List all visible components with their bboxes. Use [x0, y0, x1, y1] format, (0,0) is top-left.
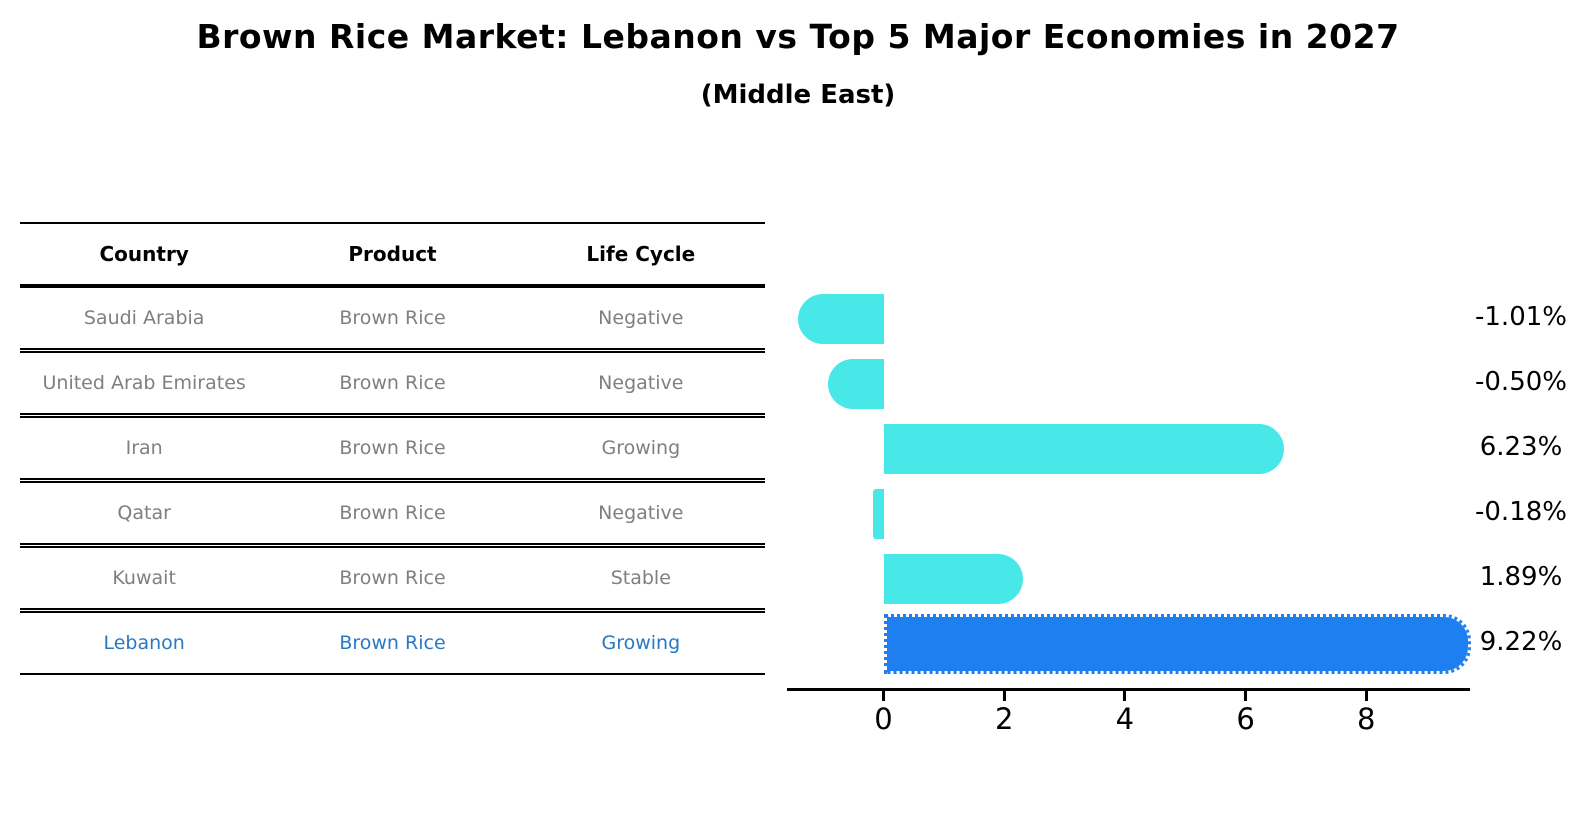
- table-row: Iran Brown Rice Growing: [20, 416, 765, 480]
- table-cell-country: Kuwait: [112, 567, 176, 589]
- table-header-product: Product: [348, 242, 437, 266]
- bar-qatar: [872, 489, 884, 539]
- value-label-kuwait: 1.89%: [1479, 562, 1563, 592]
- x-axis-tick: [1123, 691, 1127, 701]
- table-cell-country: Lebanon: [103, 632, 185, 654]
- table-cell-country: Saudi Arabia: [83, 307, 205, 329]
- bar-united-arab-emirates: [828, 359, 884, 409]
- table-row: Qatar Brown Rice Negative: [20, 481, 765, 545]
- table-cell-life-cycle: Growing: [601, 632, 681, 654]
- bar-saudi-arabia: [797, 294, 884, 344]
- x-axis-tick-label: 6: [1236, 702, 1255, 736]
- table-cell-product: Brown Rice: [339, 632, 446, 654]
- table-row: United Arab Emirates Brown Rice Negative: [20, 351, 765, 415]
- x-axis-tick: [1244, 691, 1248, 701]
- value-label-saudi-arabia: -1.01%: [1475, 302, 1567, 332]
- value-label-united-arab-emirates: -0.50%: [1475, 367, 1567, 397]
- table-row: Lebanon Brown Rice Growing: [20, 611, 765, 675]
- x-axis-tick-label: 8: [1356, 702, 1376, 736]
- country-table-rows: Saudi Arabia Brown Rice Negative United Ara…: [20, 286, 765, 675]
- table-cell-life-cycle: Growing: [601, 437, 681, 459]
- table-cell-product: Brown Rice: [339, 372, 446, 394]
- value-label-lebanon: 9.22%: [1479, 627, 1563, 657]
- country-table: Country Product Life Cycle Saudi Arabia B…: [20, 222, 765, 675]
- table-cell-country: United Arab Emirates: [42, 372, 246, 394]
- table-cell-life-cycle: Negative: [598, 372, 684, 394]
- x-axis-tick-label: 0: [874, 702, 893, 736]
- chart-title: Brown Rice Market: Lebanon vs Top 5 Majo…: [196, 17, 1400, 56]
- value-label-iran: 6.23%: [1479, 432, 1563, 462]
- table-cell-life-cycle: Negative: [598, 307, 684, 329]
- table-cell-country: Qatar: [117, 502, 171, 524]
- table-header-row: Country Product Life Cycle: [20, 222, 765, 286]
- table-header-life-cycle: Life Cycle: [586, 242, 696, 266]
- table-cell-product: Brown Rice: [339, 502, 446, 524]
- value-label-qatar: -0.18%: [1475, 497, 1567, 527]
- x-axis-tick: [1002, 691, 1006, 701]
- table-cell-product: Brown Rice: [339, 567, 446, 589]
- table-cell-country: Iran: [125, 437, 163, 459]
- table-cell-product: Brown Rice: [339, 437, 446, 459]
- x-axis-tick: [1364, 691, 1368, 701]
- x-axis-tick-label: 4: [1115, 702, 1135, 736]
- bar-lebanon: [883, 614, 1471, 674]
- x-axis-tick-label: 2: [994, 702, 1014, 736]
- table-cell-life-cycle: Negative: [598, 502, 684, 524]
- x-axis-tick: [882, 691, 886, 701]
- table-cell-product: Brown Rice: [339, 307, 446, 329]
- table-row: Kuwait Brown Rice Stable: [20, 546, 765, 610]
- table-header-country: Country: [99, 242, 189, 266]
- table-cell-life-cycle: Stable: [610, 567, 671, 589]
- x-axis-line: [787, 688, 1470, 691]
- bar-iran: [883, 424, 1285, 474]
- chart-subtitle: (Middle East): [700, 80, 896, 110]
- bar-kuwait: [883, 554, 1023, 604]
- table-row: Saudi Arabia Brown Rice Negative: [20, 286, 765, 350]
